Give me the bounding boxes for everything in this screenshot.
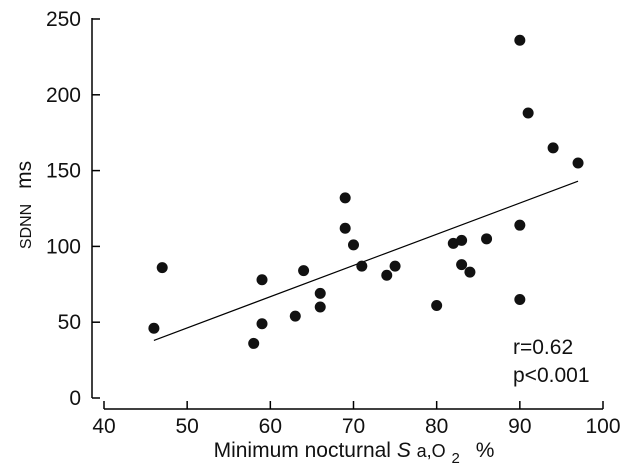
- x-axis-label: Minimum nocturnal S a,O 2 %: [214, 439, 495, 468]
- data-points: [148, 34, 584, 349]
- regression-line-group: [153, 180, 579, 341]
- data-point: [464, 266, 476, 278]
- data-point: [456, 259, 468, 271]
- y-tick-label: 150: [46, 160, 81, 183]
- x-tick-label: 90: [508, 415, 531, 438]
- data-point: [348, 239, 359, 251]
- x-axis-label-subscript: a,O: [417, 441, 446, 461]
- data-point: [339, 222, 351, 234]
- data-point: [572, 157, 584, 169]
- annotations: r=0.62 p<0.001: [513, 336, 590, 387]
- data-point: [389, 260, 401, 272]
- x-axis-label-symbol: S: [397, 439, 411, 462]
- data-point: [456, 234, 468, 246]
- x-axis-label-subscript2: 2: [452, 450, 460, 467]
- data-point: [248, 337, 260, 349]
- data-point: [148, 322, 160, 334]
- data-point: [522, 107, 534, 119]
- x-tick-label: 70: [342, 415, 365, 438]
- data-point: [314, 301, 326, 313]
- data-point: [256, 274, 268, 286]
- data-point: [547, 142, 559, 154]
- data-point: [447, 237, 459, 249]
- y-axis-label-main: SDNN: [18, 204, 35, 249]
- y-axis-label-unit: ms: [13, 161, 36, 189]
- x-axis-label-main: Minimum nocturnal: [214, 439, 397, 462]
- y-tick-label: 100: [46, 235, 81, 258]
- x-tick-label: 100: [585, 415, 620, 438]
- tick-marks: 0 50 100 150 200 250 40 50 60 70 80 90 100: [46, 8, 621, 438]
- data-point: [514, 293, 526, 305]
- data-point: [156, 262, 168, 274]
- y-tick-label: 0: [69, 387, 81, 410]
- data-point: [339, 192, 351, 204]
- x-tick-label: 80: [425, 415, 448, 438]
- x-tick-label: 60: [259, 415, 282, 438]
- x-tick-label: 50: [175, 415, 198, 438]
- data-point: [481, 233, 493, 245]
- y-tick-label: 250: [46, 8, 81, 31]
- y-axis-label: SDNN ms: [13, 161, 36, 249]
- y-tick-label: 50: [58, 311, 81, 334]
- regression-line: [153, 180, 579, 341]
- data-point: [431, 300, 443, 312]
- data-point: [514, 219, 526, 231]
- annotation-r: r=0.62: [513, 336, 573, 359]
- data-point: [256, 318, 268, 330]
- data-point: [381, 269, 393, 281]
- data-point: [289, 310, 301, 322]
- data-point: [356, 260, 368, 272]
- x-axis-label-unit: %: [476, 439, 495, 462]
- data-point: [514, 34, 526, 46]
- data-point: [298, 265, 310, 277]
- data-point: [314, 287, 326, 299]
- annotation-p: p<0.001: [513, 364, 590, 387]
- y-tick-label: 200: [46, 84, 81, 107]
- x-tick-label: 40: [92, 415, 115, 438]
